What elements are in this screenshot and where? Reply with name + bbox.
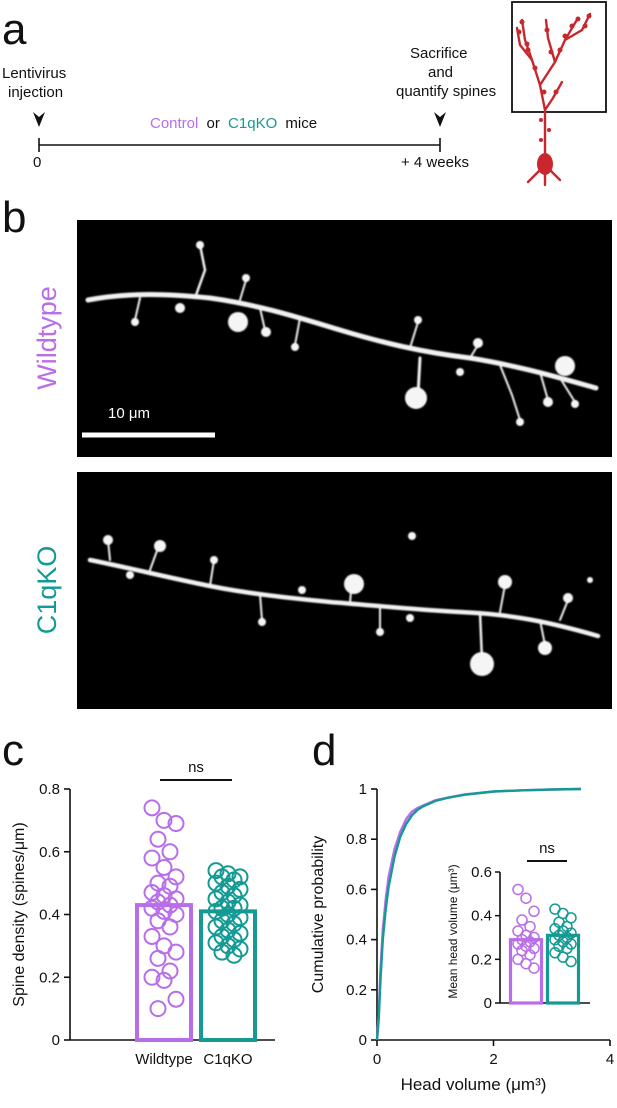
c-point xyxy=(143,799,161,817)
time-start: 0 xyxy=(33,154,41,171)
d-y-axis-label: Cumulative probability xyxy=(310,836,327,993)
d-series-line xyxy=(375,787,581,1041)
end-label-line1: Sacrifice xyxy=(410,45,468,62)
start-arrow-icon xyxy=(33,112,45,127)
panel-d: d 0 0.2 0.4 0.6 0.8 1 0 2 4 Cumulative probabilit… xyxy=(310,726,614,1094)
c1qko-micrograph xyxy=(77,472,612,709)
scalebar-label: 10 μm xyxy=(108,405,150,422)
mean-head-volume-inset: 0 0.2 0.4 0.6 Mean head volume (μm³) ns xyxy=(446,840,590,1012)
timeline-caption: Control or C1qKO mice xyxy=(150,115,317,132)
c-point xyxy=(207,890,225,908)
panel-c-letter: c xyxy=(2,726,24,775)
c-point xyxy=(155,811,173,829)
mice-word: mice xyxy=(285,115,317,132)
inset-point xyxy=(512,883,524,896)
c-point xyxy=(225,887,243,905)
c-point xyxy=(161,918,179,936)
c-y-axis-label: Spine density (spines/μm) xyxy=(11,822,28,1006)
c-point xyxy=(143,968,161,986)
d-x-tick-label: 2 xyxy=(489,1051,497,1068)
c-y-tick-label: 0.6 xyxy=(39,844,60,861)
end-arrow-icon xyxy=(434,112,446,127)
wildtype-row-label: Wildtype xyxy=(32,286,62,390)
c-y-tick-label: 0.2 xyxy=(39,969,60,986)
panel-c: c 0 0.2 0.4 0.6 0.8 Spine density (spines/μm)… xyxy=(2,726,275,1068)
c-point xyxy=(155,858,173,876)
d-y-tick-label: 0.2 xyxy=(346,982,367,999)
c-point xyxy=(213,943,231,961)
c-category-label: C1qKO xyxy=(203,1051,252,1068)
c-point xyxy=(219,937,237,955)
d-x-axis-label: Head volume (μm³) xyxy=(401,1075,547,1094)
c-point xyxy=(155,971,173,989)
c-point xyxy=(219,893,237,911)
c-point xyxy=(167,815,185,833)
inset-point xyxy=(528,962,540,974)
d-y-tick-label: 0.4 xyxy=(346,932,367,949)
c-point xyxy=(149,949,167,967)
inset-y-tick-label: 0.4 xyxy=(471,908,492,925)
panel-a: a Lentivirus injection Sacrifice and qua… xyxy=(2,1,607,187)
c-y-tick-label: 0 xyxy=(52,1032,60,1049)
c-y-tick-label: 0.4 xyxy=(39,907,60,924)
c1qko-row-label: C1qKO xyxy=(32,546,62,635)
d-y-tick-label: 0.6 xyxy=(346,881,367,898)
c-point xyxy=(143,927,161,945)
d-y-tick-label: 1 xyxy=(359,781,367,798)
panel-b: b xyxy=(2,193,612,709)
control-word: Control xyxy=(150,115,198,132)
c-point xyxy=(161,843,179,861)
spine-density-chart: 0 0.2 0.4 0.6 0.8 Spine density (spines/μm) Wi… xyxy=(11,759,275,1068)
inset-point xyxy=(528,905,540,918)
c-point xyxy=(149,830,167,848)
d-y-tick-label: 0.8 xyxy=(346,831,367,848)
ko-word: C1qKO xyxy=(228,115,277,132)
c-sig-label: ns xyxy=(188,759,204,776)
c-point xyxy=(167,990,185,1008)
d-x-tick-label: 4 xyxy=(606,1051,614,1068)
inset-y-tick-label: 0.2 xyxy=(471,951,492,968)
end-label-line3: quantify spines xyxy=(396,83,496,100)
end-label-line2: and xyxy=(428,64,453,81)
d-x-tick-label: 0 xyxy=(373,1051,381,1068)
inset-sig-label: ns xyxy=(539,840,555,857)
c-point xyxy=(167,943,185,961)
inset-point xyxy=(565,955,577,968)
c-point xyxy=(161,962,179,980)
neuron-illustration xyxy=(511,1,607,187)
c-point xyxy=(155,902,173,920)
c-point xyxy=(207,862,225,880)
inset-y-tick-label: 0.6 xyxy=(471,864,492,881)
panel-d-letter: d xyxy=(312,726,336,775)
c-point xyxy=(149,1000,167,1018)
panel-a-letter: a xyxy=(2,5,27,54)
or-word: or xyxy=(207,115,220,132)
inset-point xyxy=(516,914,528,926)
start-label-line2: injection xyxy=(8,84,63,101)
cumulative-probability-chart: 0 0.2 0.4 0.6 0.8 1 0 2 4 Cumulative probability H… xyxy=(310,781,614,1094)
c-point xyxy=(225,946,243,964)
inset-point xyxy=(520,892,532,904)
start-label-line1: Lentivirus xyxy=(2,65,66,82)
d-y-tick-label: 0 xyxy=(359,1032,367,1049)
inset-y-tick-label: 0 xyxy=(484,995,492,1012)
panel-b-letter: b xyxy=(2,193,26,242)
time-end: + 4 weeks xyxy=(401,154,469,171)
inset-y-axis-label: Mean head volume (μm³) xyxy=(446,864,460,998)
c-point xyxy=(149,893,167,911)
c-y-tick-label: 0.8 xyxy=(39,781,60,798)
c-point xyxy=(161,896,179,914)
c-point xyxy=(167,868,185,886)
c-category-label: Wildtype xyxy=(135,1051,193,1068)
c-point xyxy=(231,940,249,958)
c-point xyxy=(143,849,161,867)
c-point xyxy=(207,934,225,952)
wildtype-micrograph: 10 μm xyxy=(77,220,612,457)
region-box xyxy=(511,1,607,113)
soma xyxy=(537,153,553,175)
